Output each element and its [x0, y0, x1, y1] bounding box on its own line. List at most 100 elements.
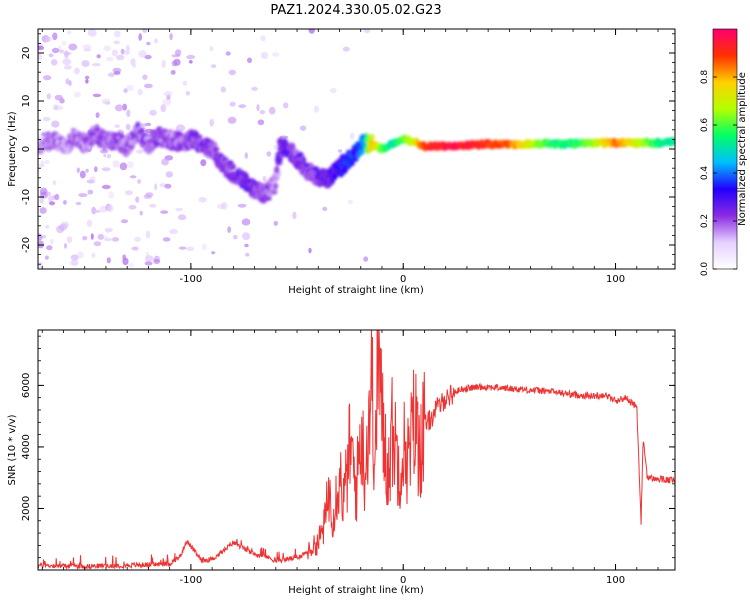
spectrogram-cell: [78, 193, 88, 198]
spectrogram-cell: [128, 204, 137, 210]
spectrogram-cell: [238, 104, 246, 108]
colorbar-tick-label: 0.2: [700, 214, 710, 228]
spectrogram-cell: [233, 234, 238, 240]
spectrogram-cell: [123, 88, 128, 94]
spectrogram-cell: [182, 80, 188, 86]
spectrogram-cell: [39, 207, 47, 214]
snr-y-tick-label: 4000: [21, 434, 32, 459]
spectrogram-cell: [121, 219, 128, 224]
spectrogram-cell: [161, 60, 166, 68]
spectrogram-cell: [76, 167, 80, 173]
spectrogram-cell: [111, 49, 118, 57]
spectrogram-cell: [171, 54, 181, 58]
spectrogram-cell: [95, 112, 100, 118]
spectrogram-cell: [273, 220, 279, 226]
spectrogram-cell: [266, 151, 272, 157]
spectrogram-cell: [39, 196, 44, 204]
spectrogram-cell: [106, 227, 109, 235]
spectrogram-cell: [245, 252, 250, 257]
spectrogram-cell: [146, 41, 151, 46]
snr-x-tick-label: 100: [606, 575, 625, 586]
spectrogram-cell: [101, 167, 111, 172]
spectrogram-cell: [43, 116, 51, 122]
spectrogram-cell: [145, 251, 150, 258]
spectrogram-cell: [70, 254, 79, 261]
spectrogram-cell: [202, 243, 207, 251]
spectrogram-cell: [61, 40, 67, 46]
spectrogram-cell: [111, 237, 120, 242]
spectrogram-cell: [52, 32, 58, 41]
spectrogram-cell: [126, 161, 134, 169]
spectrogram-cell: [176, 124, 186, 132]
snr-x-tick-label: 0: [400, 575, 406, 586]
spectrogram-cell: [308, 247, 312, 254]
spectrogram-cell: [126, 109, 131, 118]
spectrogram-cell: [101, 98, 111, 105]
spectrogram-cell: [292, 211, 297, 220]
spectrogram-cell: [260, 52, 269, 59]
spectrogram-cell: [46, 93, 51, 100]
spectrogram-cell: [342, 46, 350, 52]
spectrogram-cell: [160, 210, 169, 214]
spectrogram-cell: [87, 29, 97, 37]
spectrogram-cell: [113, 40, 120, 45]
spectrogram-cell: [367, 134, 376, 140]
spectrogram-cell: [211, 251, 216, 255]
spectrogram-cell: [144, 54, 152, 60]
spectrogram-cell: [231, 163, 236, 170]
spectrogram-cell: [38, 53, 42, 60]
spectrogram-cell: [177, 214, 187, 221]
spectrogram-cell: [106, 257, 111, 264]
spectrogram-cell: [86, 219, 93, 227]
spectrogram-cell: [244, 152, 248, 159]
spectrogram-cell: [186, 54, 196, 60]
spectrogram-cell: [363, 256, 369, 262]
spectrogram-cell: [54, 193, 60, 201]
spectrogram-cell: [68, 43, 78, 51]
spectrogram-cell: [188, 60, 193, 64]
spectrogram-cell: [135, 196, 140, 203]
spectrogram-cell: [139, 127, 146, 132]
spectrogram-cell: [169, 33, 173, 41]
spectrogram-cell: [106, 56, 114, 62]
spectrogram-cell: [85, 79, 89, 84]
spectrogram-cell: [51, 47, 60, 54]
spectrogram-cell: [244, 243, 249, 248]
spectrogram-cell: [63, 65, 72, 70]
spectrogram-cell: [140, 123, 147, 127]
spectrogram-cell: [96, 54, 101, 59]
spectrogram-cell: [209, 118, 214, 127]
spectrogram-cell: [347, 199, 354, 205]
spectrogram-cell: [145, 230, 151, 239]
spectrogram-cell: [337, 149, 343, 153]
spectrogram-cell: [106, 153, 112, 159]
spectrogram-x-axis-label: Height of straight line (km): [288, 285, 424, 296]
spectrogram-cell: [144, 83, 153, 89]
spectrogram-cell: [162, 237, 171, 242]
spectrogram-cell: [282, 139, 289, 148]
spectrogram-cell: [169, 228, 178, 235]
spectrogram-cell: [137, 88, 143, 96]
spectrogram-cell: [122, 257, 129, 266]
spectrogram-cell: [63, 51, 72, 56]
spectrogram-cell: [99, 205, 108, 213]
spectrogram-cell: [101, 184, 111, 190]
spectrogram-cell: [85, 168, 89, 173]
spectrogram-cell: [123, 50, 130, 55]
spectrogram-cell: [48, 53, 54, 58]
spectrogram-cell: [210, 64, 217, 69]
spectrogram-cell: [225, 51, 231, 56]
spectrogram-cell: [52, 180, 57, 186]
spectrogram-cell: [59, 49, 65, 54]
spectrogram-cell: [44, 36, 52, 42]
spectrogram-x-tick-label: -100: [180, 274, 203, 285]
spectrogram-cell: [268, 106, 276, 115]
spectrogram-cell: [75, 201, 82, 206]
spectrogram-cell: [65, 78, 70, 85]
spectrogram-cell: [145, 192, 154, 198]
spectrogram-cell: [185, 91, 190, 96]
spectrogram-y-tick-label: 0: [21, 146, 32, 152]
snr-x-tick-label: -100: [180, 575, 203, 586]
